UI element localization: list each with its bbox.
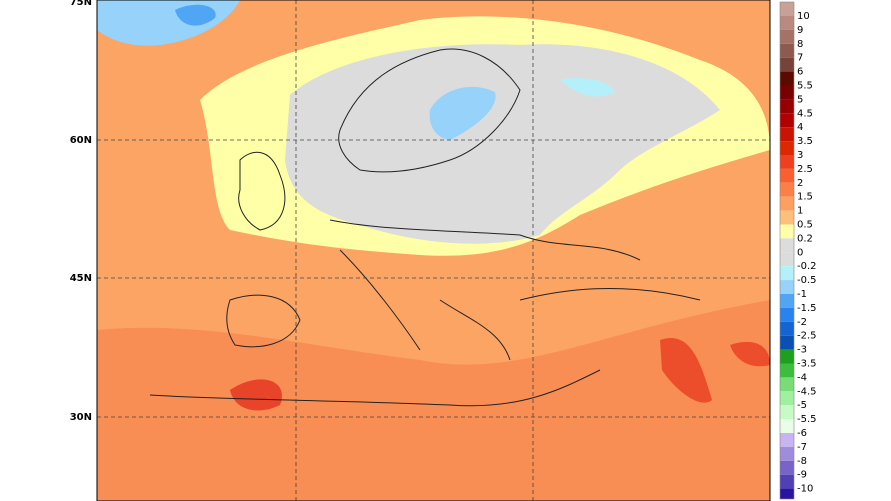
colorbar-swatch xyxy=(780,127,794,142)
colorbar-label: 3 xyxy=(797,150,803,161)
colorbar-swatch xyxy=(780,182,794,197)
colorbar-label: 0 xyxy=(797,247,803,258)
cool-field xyxy=(175,4,216,26)
colorbar-swatch xyxy=(780,252,794,267)
hot-spot xyxy=(660,338,712,403)
colorbar-label: -2 xyxy=(797,317,807,328)
colorbar-label: -1 xyxy=(797,289,807,300)
colorbar-swatch xyxy=(780,196,794,211)
colorbar-swatch xyxy=(780,488,794,499)
map-frame xyxy=(96,0,771,501)
colorbar-label: -0.5 xyxy=(797,275,817,286)
colorbar-label: -8 xyxy=(797,456,807,467)
colorbar-label: 0.5 xyxy=(797,220,813,231)
colorbar-swatch xyxy=(780,113,794,128)
latitude-label: 60N xyxy=(70,135,92,146)
colorbar-frame xyxy=(779,1,795,500)
colorbar-swatch xyxy=(780,419,794,433)
colorbar-label: 3.5 xyxy=(797,136,813,147)
colorbar-label: 5 xyxy=(797,94,803,105)
colorbar-swatch xyxy=(780,99,794,114)
colorbar-label: 4 xyxy=(797,122,803,133)
colorbar-swatch xyxy=(780,294,794,308)
colorbar-label: 6 xyxy=(797,67,803,78)
colorbar-label: 9 xyxy=(797,25,803,36)
colorbar-swatch xyxy=(780,266,794,281)
colorbar-swatch xyxy=(780,335,794,350)
colorbar-swatch xyxy=(780,141,794,155)
colorbar-swatch xyxy=(780,321,794,336)
colorbar-label: 8 xyxy=(797,39,803,50)
hot-spot xyxy=(230,379,282,411)
latitude-label: 75N xyxy=(70,0,92,8)
colorbar-swatch xyxy=(780,168,794,183)
colorbar-swatch xyxy=(780,405,794,420)
colorbar-label: 7 xyxy=(797,53,803,64)
colorbar-swatch xyxy=(780,224,794,239)
colorbar-swatch xyxy=(780,280,794,294)
hot-spot xyxy=(730,341,770,367)
colorbar-label: 4.5 xyxy=(797,108,813,119)
colorbar-label: -10 xyxy=(797,484,813,495)
colorbar-label: -4.5 xyxy=(797,386,817,397)
colorbar-swatch xyxy=(780,460,794,475)
colorbar-swatch xyxy=(780,43,794,58)
colorbar-swatch xyxy=(780,210,794,225)
colorbar-label: 1 xyxy=(797,206,803,217)
colorbar-label: -0.2 xyxy=(797,261,817,272)
latitude-label: 30N xyxy=(70,412,92,423)
colorbar-label: 1.5 xyxy=(797,192,813,203)
colorbar-label: -5 xyxy=(797,400,807,411)
colorbar-swatch xyxy=(780,391,794,406)
cool-field xyxy=(429,86,496,140)
colorbar-swatch xyxy=(780,29,794,44)
latitude-label: 45N xyxy=(70,273,92,284)
colorbar-swatch xyxy=(780,377,794,392)
colorbar-label: -4 xyxy=(797,372,807,383)
colorbar-swatch xyxy=(780,474,794,489)
colorbar-swatch xyxy=(780,446,794,461)
latitude-labels: 75N 60N 45N 30N xyxy=(70,0,92,423)
colorbar-swatch xyxy=(780,363,794,378)
colorbar-swatch xyxy=(780,155,794,169)
colorbar-swatch xyxy=(780,85,794,100)
colorbar-label: 0.2 xyxy=(797,233,813,244)
colorbar-swatch xyxy=(780,307,794,322)
colorbar-swatch xyxy=(780,57,794,72)
colorbar-label: -3.5 xyxy=(797,359,817,370)
warm-field xyxy=(97,300,770,501)
colorbar-label: -9 xyxy=(797,470,807,481)
colorbar-swatch xyxy=(780,2,794,16)
coastline xyxy=(149,48,701,407)
colorbar: 10 9 8 7 6 5.5 5 4.5 4 3.5 3 2.5 2 1.5 1 0.5 0.2 0 -0.2 -0.… xyxy=(779,1,817,500)
colorbar-swatch xyxy=(780,349,794,364)
neutral-field xyxy=(285,44,720,244)
colorbar-label: -5.5 xyxy=(797,414,817,425)
colorbar-label: -6 xyxy=(797,428,807,439)
colorbar-label: -1.5 xyxy=(797,303,817,314)
colorbar-label: 5.5 xyxy=(797,81,813,92)
map-area xyxy=(96,0,771,501)
colorbar-label: -3 xyxy=(797,345,807,356)
colorbar-label: -2.5 xyxy=(797,331,817,342)
cool-field xyxy=(560,78,615,97)
colorbar-label: 2 xyxy=(797,178,803,189)
colorbar-label: 10 xyxy=(797,11,810,22)
colorbar-swatch xyxy=(780,238,794,253)
colorbar-swatch xyxy=(780,433,794,447)
colorbar-swatch xyxy=(780,71,794,86)
colorbar-label: 2.5 xyxy=(797,164,813,175)
graticule xyxy=(97,0,770,501)
colorbar-label: -7 xyxy=(797,442,807,453)
colorbar-swatch xyxy=(780,16,794,30)
